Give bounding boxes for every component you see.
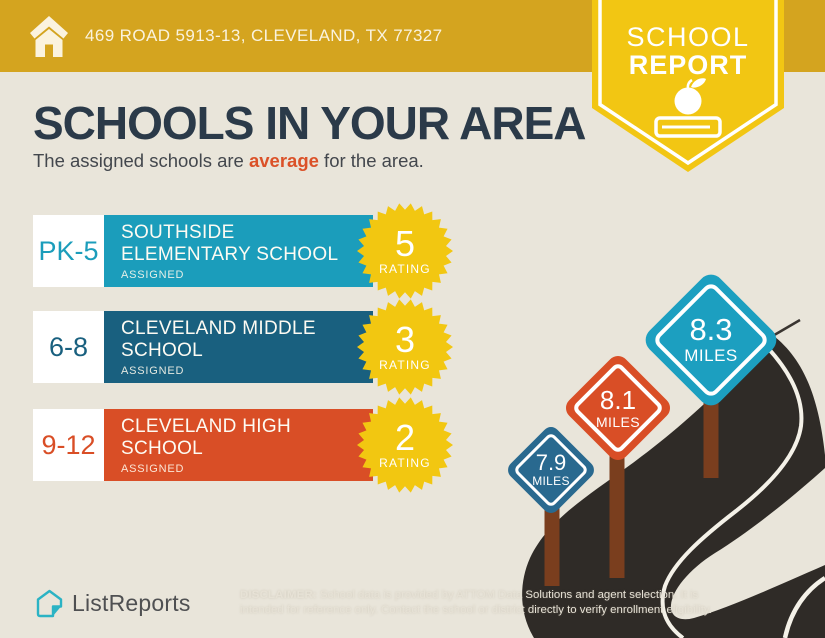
grade-range: 9-12 [33, 409, 104, 481]
assigned-label: ASSIGNED [121, 462, 185, 475]
rating-starburst: 3 RATING [357, 299, 453, 395]
page-subtitle: The assigned schools are average for the… [33, 150, 424, 172]
school-row-elementary: PK-5 SOUTHSIDE ELEMENTARY SCHOOL ASSIGNE… [33, 203, 463, 299]
school-name-bar: SOUTHSIDE ELEMENTARY SCHOOL ASSIGNED [104, 215, 373, 287]
rating-starburst: 5 RATING [357, 203, 453, 299]
school-name: ELEMENTARY SCHOOL [121, 243, 339, 265]
starburst-shape [357, 397, 453, 493]
listreports-wordmark: ListReports [72, 590, 191, 616]
listreports-house-icon [36, 589, 63, 618]
school-name: CLEVELAND MIDDLE [121, 317, 316, 339]
school-row-middle: 6-8 CLEVELAND MIDDLE SCHOOL ASSIGNED 3 R… [33, 299, 463, 395]
road-edge-line [660, 345, 804, 638]
home-icon [30, 16, 68, 57]
school-report-badge: SCHOOL REPORT [592, 0, 784, 172]
rating-value: 3 [394, 318, 416, 360]
grade-range: 6-8 [33, 311, 104, 383]
distance-value: 8.1 [599, 384, 637, 415]
distance-value: 7.9 [535, 450, 567, 475]
school-name-bar: CLEVELAND HIGH SCHOOL ASSIGNED [104, 409, 373, 481]
assigned-label: ASSIGNED [121, 364, 185, 377]
road-edge-line-corner [782, 576, 825, 638]
school-name: SCHOOL [121, 437, 204, 459]
road-gap [670, 468, 825, 620]
school-name: SOUTHSIDE [121, 221, 235, 243]
listreports-logo: ListReports [36, 589, 191, 618]
apple-on-book-icon [654, 78, 722, 138]
rating-value: 5 [394, 222, 416, 264]
badge-line2: REPORT [629, 50, 748, 80]
property-address: 469 ROAD 5913-13, CLEVELAND, TX 77327 [85, 26, 443, 45]
rating-starburst: 2 RATING [357, 397, 453, 493]
school-name: CLEVELAND HIGH [121, 415, 291, 437]
starburst-shape [357, 299, 453, 395]
distance-value: 8.3 [689, 312, 733, 347]
disclaimer-label: DISCLAIMER: [240, 589, 317, 601]
assigned-label: ASSIGNED [121, 268, 185, 281]
distance-sign-8-3-miles: 8.3 MILES [640, 269, 782, 411]
disclaimer-body: School data is provided by ATTOM Data So… [240, 589, 712, 617]
badge-line1: SCHOOL [626, 22, 749, 52]
distance-unit: MILES [684, 346, 738, 365]
distance-unit: MILES [532, 474, 570, 488]
rating-label: RATING [379, 455, 431, 470]
sign-posts [544, 392, 719, 586]
distance-sign-7-9-miles: 7.9 MILES [504, 423, 598, 517]
school-name: SCHOOL [121, 339, 204, 361]
school-row-high: 9-12 CLEVELAND HIGH SCHOOL ASSIGNED 2 RA… [33, 397, 463, 493]
subtitle-prefix: The assigned schools are [33, 150, 249, 171]
grade-range: PK-5 [33, 215, 104, 287]
disclaimer-text: DISCLAIMER: School data is provided by A… [240, 588, 714, 619]
starburst-shape [357, 203, 453, 299]
subtitle-highlight: average [248, 150, 319, 171]
page-title: SCHOOLS IN YOUR AREA [33, 97, 587, 149]
school-list: PK-5 SOUTHSIDE ELEMENTARY SCHOOL ASSIGNE… [33, 203, 463, 493]
subtitle-suffix: for the area. [318, 150, 424, 171]
distance-sign-8-1-miles: 8.1 MILES [561, 351, 675, 465]
school-name-bar: CLEVELAND MIDDLE SCHOOL ASSIGNED [104, 311, 373, 383]
distance-unit: MILES [595, 413, 640, 430]
rating-value: 2 [394, 416, 416, 458]
rating-label: RATING [379, 357, 431, 372]
rating-label: RATING [379, 261, 431, 276]
